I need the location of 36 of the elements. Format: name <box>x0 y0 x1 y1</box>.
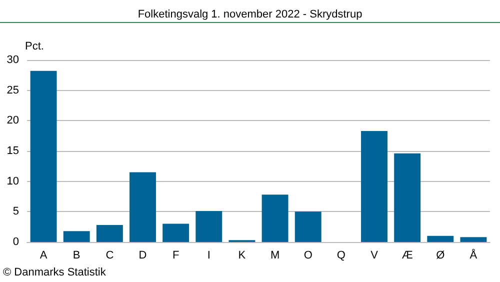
y-axis-title: Pct. <box>25 40 44 52</box>
bar <box>262 194 288 242</box>
x-tick-label: Å <box>470 248 478 262</box>
x-tick-label: I <box>207 250 210 262</box>
bar <box>361 130 388 242</box>
x-tick-label: C <box>106 250 114 262</box>
x-tick-label: Æ <box>402 250 413 262</box>
bar <box>196 211 222 242</box>
bar <box>96 225 123 242</box>
chart-title: Folketingsvalg 1. november 2022 - Skrydstrup <box>138 8 362 20</box>
x-tick-label: A <box>40 250 48 262</box>
x-tick-label: Q <box>336 250 346 262</box>
y-tick-label: 15 <box>6 145 19 157</box>
bar <box>30 70 57 242</box>
bar <box>294 212 322 242</box>
y-tick-label: 25 <box>6 84 19 96</box>
bar <box>130 172 156 242</box>
bar <box>394 153 421 242</box>
bar <box>460 237 487 242</box>
x-tick-label: M <box>270 250 280 262</box>
bar <box>162 224 190 242</box>
y-tick-label: 10 <box>6 175 19 188</box>
x-tick-label: D <box>138 250 147 262</box>
x-tick-label: O <box>304 250 313 262</box>
y-tick-label: 20 <box>6 114 19 127</box>
x-tick-label: V <box>370 250 379 262</box>
y-tick-label: 5 <box>12 206 19 218</box>
y-tick-label: 30 <box>6 54 19 66</box>
x-tick-label: Ø <box>436 250 446 262</box>
y-tick-label: 0 <box>12 236 19 248</box>
bar <box>427 236 454 242</box>
x-tick-label: K <box>238 250 246 262</box>
x-tick-label: B <box>72 250 80 262</box>
text: © Danmarks Statistik <box>3 266 106 278</box>
x-tick-label: F <box>172 250 180 262</box>
bar <box>63 231 90 242</box>
